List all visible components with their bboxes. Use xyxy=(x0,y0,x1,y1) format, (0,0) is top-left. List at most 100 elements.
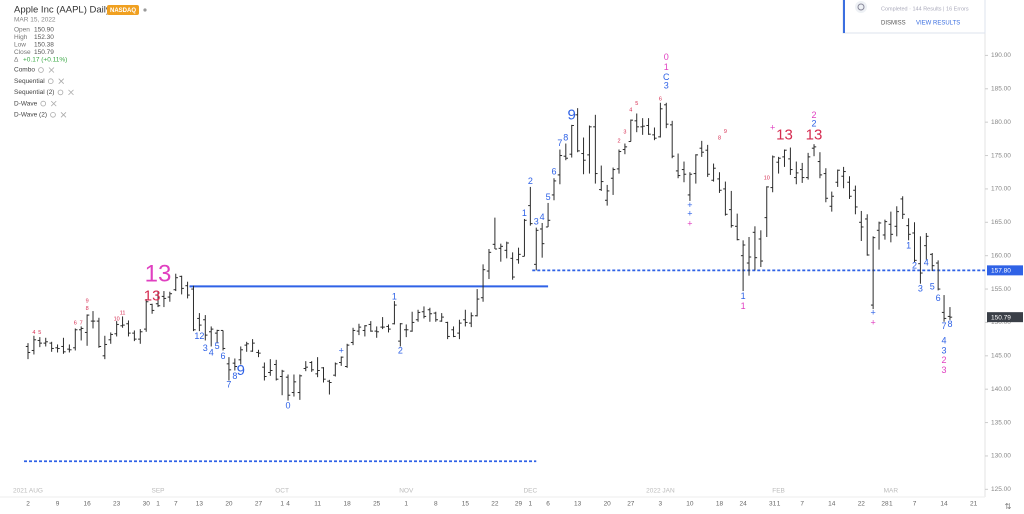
x-tick-label: 24 xyxy=(739,501,747,508)
sequence-label: 11 xyxy=(120,311,126,317)
indicator-legend: Combo Sequential Sequential (2) D-Wave D-Wav… xyxy=(14,67,74,119)
sequence-label: 2 xyxy=(398,346,403,356)
level-label-box xyxy=(987,265,1023,276)
exchange-badge xyxy=(107,5,139,15)
menu-dot[interactable] xyxy=(143,8,147,12)
x-tick-label: 1 xyxy=(404,501,408,508)
sequence-label: 4 xyxy=(942,335,947,345)
x-tick-label: 7 xyxy=(800,501,804,508)
sequence-label: + xyxy=(770,123,775,133)
sequence-label: 8 xyxy=(232,371,237,381)
x-tick-label: 15 xyxy=(462,501,470,508)
x-month-label: NOV xyxy=(399,488,414,495)
indicator-remove[interactable] xyxy=(60,112,67,118)
sequence-label: 3 xyxy=(534,217,539,227)
sequence-label: 7 xyxy=(557,138,562,148)
sequence-label: + xyxy=(339,346,344,356)
indicator-remove[interactable] xyxy=(68,89,74,96)
sequence-label: 2 xyxy=(528,176,533,186)
sequence-label: 1 xyxy=(522,208,527,218)
ohlc-value: 150.90 xyxy=(34,27,54,34)
legend-date: MAR 15, 2022 xyxy=(14,17,56,24)
sequence-label: 8 xyxy=(563,133,568,143)
x-tick-label: 23 xyxy=(113,501,121,508)
sequence-label: C xyxy=(663,72,670,82)
x-tick-label: 22 xyxy=(491,501,499,508)
y-tick-label: 160.00 xyxy=(991,252,1011,259)
x-tick-label: 1 xyxy=(777,501,781,508)
y-tick-label: 145.00 xyxy=(991,353,1011,360)
sequence-label: 9 xyxy=(86,299,89,305)
x-tick-label: 1 xyxy=(529,501,533,508)
view-results-button[interactable]: VIEW RESULTS xyxy=(916,21,960,27)
x-tick-label: 7 xyxy=(913,501,917,508)
x-tick-label: 22 xyxy=(858,501,866,508)
change-name: Δ xyxy=(14,57,19,64)
indicator-remove[interactable] xyxy=(48,67,55,73)
sequence-label: 6 xyxy=(936,293,941,303)
x-tick-label: 14 xyxy=(828,501,836,508)
x-tick-label: 9 xyxy=(56,501,60,508)
y-tick-label: 165.00 xyxy=(991,219,1011,226)
indicator-settings[interactable] xyxy=(47,78,54,84)
sequence-label: 1 xyxy=(392,291,397,301)
sequence-label: 2 xyxy=(942,355,947,365)
sequence-label: 4 xyxy=(540,212,545,222)
indicator-settings[interactable] xyxy=(57,89,64,96)
y-tick-label: 180.00 xyxy=(991,119,1011,126)
x-tick-label: 11 xyxy=(314,501,321,508)
x-month-label: 2022 JAN xyxy=(646,488,675,495)
sequence-label: + xyxy=(687,209,692,219)
sequence-label: 1 xyxy=(741,301,746,311)
sequence-label: 3 xyxy=(664,80,669,90)
sequence-label: 6 xyxy=(551,167,556,177)
sequence-label: 3 xyxy=(918,283,923,293)
notification-status: Completed · 144 Results | 16 Errors xyxy=(881,6,969,12)
sequence-label: 8 xyxy=(86,306,89,312)
sequence-label: 1 xyxy=(741,291,746,301)
ohlc-name: Low xyxy=(14,42,26,49)
y-tick-label: 140.00 xyxy=(991,386,1011,393)
sequence-label: 4 xyxy=(209,348,214,358)
ohlc-name: Open xyxy=(14,27,30,34)
sequence-label: 2 xyxy=(812,119,817,129)
indicator-settings[interactable] xyxy=(38,67,44,73)
x-tick-label: 20 xyxy=(604,501,612,508)
ohlc-name: High xyxy=(14,34,28,41)
x-tick-label: 14 xyxy=(940,501,948,508)
sequence-label: 7 xyxy=(80,321,83,327)
x-tick-label: 8 xyxy=(434,501,438,508)
legend: Apple Inc (AAPL) Daily NASDAQ MAR 15, 20… xyxy=(14,5,147,119)
y-tick-label: 175.00 xyxy=(991,152,1011,159)
x-tick-label: 1 xyxy=(156,501,160,508)
ohlc-value: 150.38 xyxy=(34,42,54,49)
sequence-label: 9 xyxy=(237,362,245,379)
ohlc-value: 150.79 xyxy=(34,49,54,56)
y-tick-label: 125.00 xyxy=(991,486,1011,493)
x-tick-label: 20 xyxy=(225,501,233,508)
indicator-remove[interactable] xyxy=(58,78,65,84)
sequence-label: 3 xyxy=(203,343,208,353)
dismiss-button[interactable]: DISMISS xyxy=(881,21,906,27)
sequence-label: 5 xyxy=(635,101,638,107)
x-month-label: FEB xyxy=(772,488,785,495)
sequence-label: 8 xyxy=(718,136,721,142)
last-price-box xyxy=(987,312,1023,323)
x-tick-label: 27 xyxy=(255,501,263,508)
indicator-settings[interactable] xyxy=(40,100,47,107)
change-value: +0.17 (+0.11%) xyxy=(23,57,67,64)
sequence-label: 2 xyxy=(617,138,620,144)
sequence-label: + xyxy=(687,219,692,229)
y-tick-label: 135.00 xyxy=(991,419,1011,426)
x-tick-label: 7 xyxy=(174,501,178,508)
sequence-label: 6 xyxy=(221,351,226,361)
sequence-label: + xyxy=(870,307,875,317)
indicator-settings[interactable] xyxy=(50,112,56,118)
sequence-label: 8 xyxy=(947,319,952,329)
indicator-remove[interactable] xyxy=(50,100,57,107)
x-tick-label: 10 xyxy=(686,501,694,508)
scale-toggle-icon[interactable]: ⇅ xyxy=(1005,502,1012,511)
sequence-label: 13 xyxy=(776,126,793,143)
